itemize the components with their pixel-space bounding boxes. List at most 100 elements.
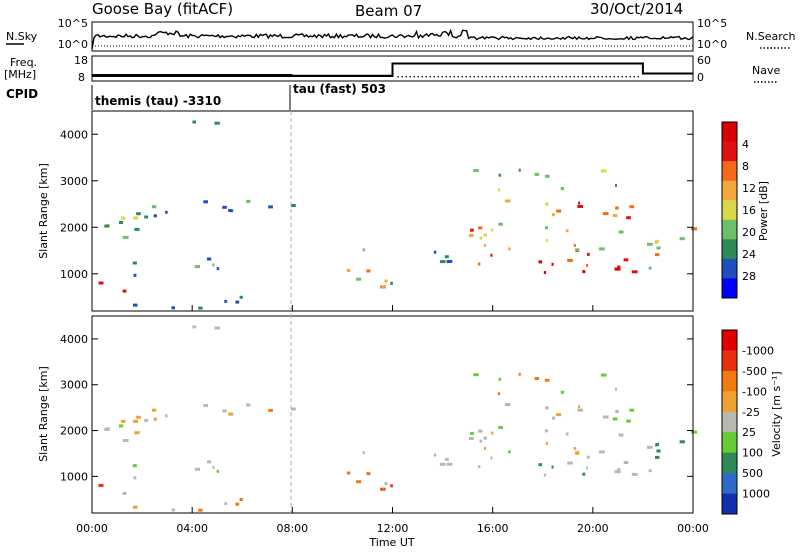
velocity-cell — [473, 373, 479, 377]
freq-series — [92, 62, 693, 78]
range-tick-label: 4000 — [60, 333, 88, 346]
power-cell — [444, 255, 449, 259]
colorbar-segment — [722, 161, 737, 182]
velocity-cell — [614, 470, 621, 474]
power-cell — [602, 212, 609, 216]
nave-right-top-tick: 60 — [697, 54, 711, 67]
power-cell — [239, 295, 243, 299]
velocity-cell — [543, 473, 547, 477]
colorbar-segment — [722, 330, 737, 351]
colorbar-frame — [721, 121, 738, 299]
velocity-cell — [556, 413, 562, 417]
time-tick-label: 16:00 — [477, 522, 509, 535]
power-data-cells — [98, 120, 697, 310]
power-cell — [679, 237, 685, 241]
power-cell — [235, 300, 240, 304]
power-cell — [544, 226, 548, 230]
colorbar-tick-label: 25 — [742, 426, 756, 439]
range-tick-label: 3000 — [60, 379, 88, 392]
power-cell — [133, 216, 139, 220]
power-cell — [545, 239, 548, 242]
nsearch-label: N.Search — [746, 30, 796, 43]
velocity-cell — [598, 450, 605, 454]
velocity-data-cells — [98, 325, 697, 512]
power-cell — [133, 303, 138, 307]
power-cell — [534, 172, 540, 176]
colorbar-segment — [722, 411, 737, 433]
velocity-cell — [567, 461, 573, 465]
power-cell — [655, 239, 660, 243]
power-cell — [504, 199, 511, 203]
velocity-cell — [390, 484, 393, 488]
colorbar-segment — [722, 122, 737, 143]
velocity-cell — [629, 408, 635, 412]
velocity-cell — [212, 466, 215, 470]
freq-unit-label: [MHz] — [4, 68, 36, 81]
power-cell — [133, 273, 137, 277]
freq-label: Freq. — [10, 56, 37, 69]
power-colorbar-label: Power [dB] — [757, 181, 770, 241]
cpid-segment-2: tau (fast) 503 — [293, 82, 386, 96]
power-cell — [468, 233, 474, 237]
velocity-cell — [479, 439, 483, 443]
power-cell — [626, 216, 631, 220]
power-cell — [587, 252, 590, 256]
cpid-label: CPID — [6, 87, 38, 101]
power-cell — [194, 265, 200, 269]
power-cell — [573, 243, 576, 247]
power-cell — [655, 253, 660, 257]
velocity-cell — [382, 488, 385, 491]
velocity-cell — [132, 464, 137, 468]
colorbar-segment — [722, 219, 737, 240]
velocity-cell — [655, 455, 660, 459]
colorbar-segment — [722, 370, 737, 392]
colorbar-segment — [722, 473, 737, 494]
velocity-cell — [228, 412, 232, 416]
power-cell — [518, 168, 521, 172]
power-cell — [362, 248, 365, 252]
velocity-cell — [498, 377, 501, 381]
nsky-label: N.Sky — [6, 30, 38, 43]
power-cell — [478, 226, 483, 230]
colorbar-frame — [721, 329, 738, 515]
velocity-cell — [623, 461, 629, 464]
velocity-cell — [545, 442, 548, 446]
velocity-cell — [573, 446, 576, 450]
power-cell — [479, 236, 483, 240]
power-cell — [134, 227, 140, 231]
velocity-cell — [153, 417, 157, 421]
velocity-cell — [691, 430, 697, 434]
power-cell — [617, 265, 621, 269]
power-cell — [656, 246, 661, 250]
velocity-cell — [165, 414, 168, 418]
power-cell — [538, 260, 543, 264]
station-title: Goose Bay (fitACF) — [92, 0, 233, 18]
power-cell — [268, 205, 273, 209]
power-cell — [543, 271, 547, 274]
power-cell — [216, 267, 220, 271]
power-cell — [120, 216, 126, 220]
power-cell — [144, 215, 149, 219]
velocity-cell — [356, 480, 362, 484]
velocity-cell — [534, 377, 540, 380]
power-cell — [600, 169, 607, 173]
power-cell — [691, 227, 697, 231]
velocity-cell — [631, 472, 638, 476]
colorbar-segment — [722, 432, 737, 454]
power-cell — [152, 205, 157, 209]
colorbar-tick-label: -1000 — [742, 344, 774, 357]
range-tick-label: 1000 — [60, 268, 88, 281]
power-cell — [647, 242, 653, 246]
noise-right-top-tick: 10^5 — [697, 17, 727, 30]
velocity-cell — [362, 451, 365, 455]
velocity-cell — [484, 446, 487, 450]
velocity-cell — [433, 453, 437, 457]
colorbar-tick-label: 24 — [742, 248, 756, 261]
colorbar-tick-label: 28 — [742, 270, 756, 283]
velocity-cell — [144, 418, 149, 422]
power-cell — [484, 243, 487, 247]
time-axis-ticks: 00:00 04:00 08:00 12:00 16:00 20:00 00:00 — [76, 305, 709, 535]
velocity-cell — [544, 378, 550, 382]
colorbar-segment — [722, 258, 737, 279]
velocity-cell — [216, 469, 220, 473]
